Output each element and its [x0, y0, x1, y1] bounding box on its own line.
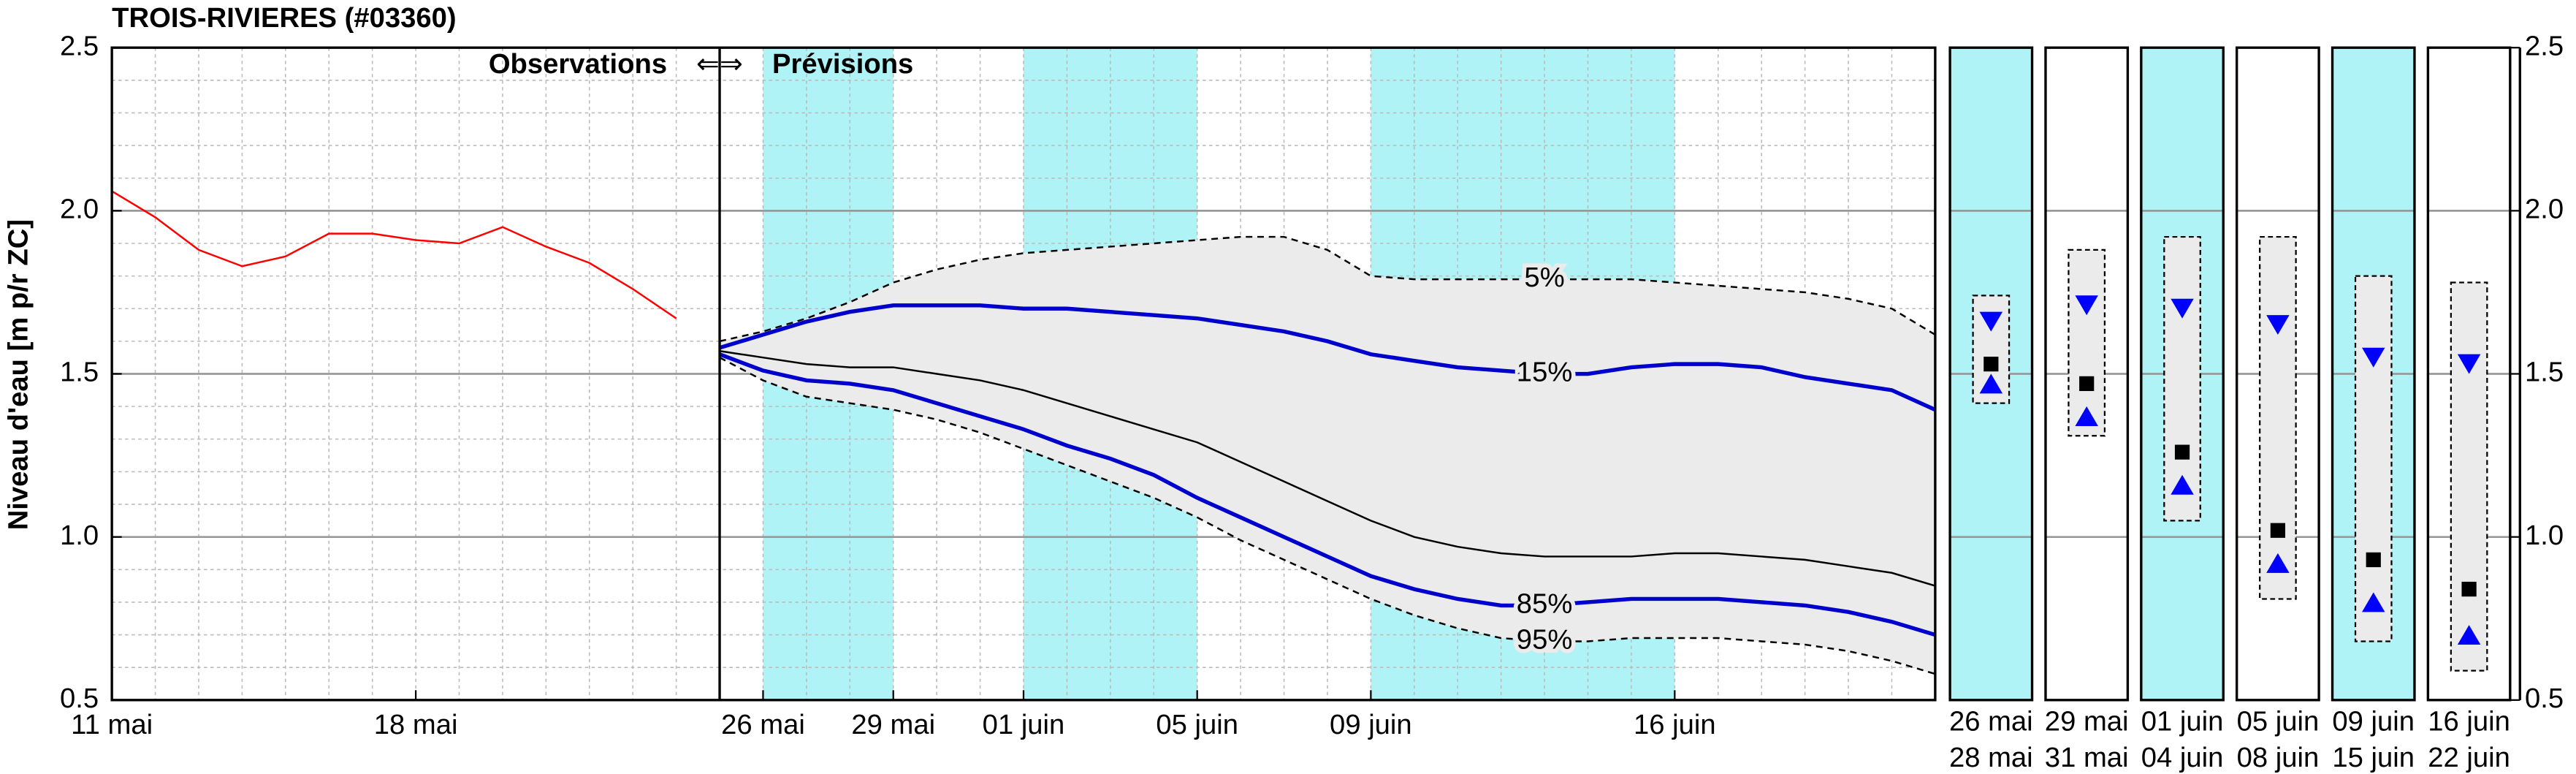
period-end: 22 juin	[2428, 742, 2510, 773]
period-start: 01 juin	[2141, 705, 2224, 737]
range-box	[2259, 235, 2297, 600]
period-start: 26 mai	[1949, 705, 2033, 737]
p15-marker	[2075, 295, 2098, 316]
period-start: 05 juin	[2237, 705, 2320, 737]
series-label: 5%	[1524, 262, 1564, 293]
range-box	[2068, 248, 2106, 437]
x-tick-label: 09 juin	[1330, 709, 1412, 740]
panel-frame	[2235, 46, 2320, 702]
arrows: ⇐⇒	[696, 48, 743, 80]
x-tick-label: 26 mai	[721, 709, 805, 740]
y-tick-label: 0.5	[2525, 683, 2564, 714]
y-tick-label: 1.5	[60, 357, 99, 388]
p85-marker	[2362, 592, 2385, 612]
series-line	[719, 350, 1936, 587]
median-marker	[2270, 523, 2286, 538]
x-tick-label: 05 juin	[1156, 709, 1238, 740]
panel-frame	[1948, 46, 2034, 702]
period-end: 28 mai	[1949, 742, 2033, 773]
p15-marker	[2266, 315, 2290, 335]
series-label: 15%	[1517, 357, 1573, 388]
period-end: 15 juin	[2332, 742, 2415, 773]
period-start: 16 juin	[2428, 705, 2510, 737]
observations-label: Observations	[489, 48, 667, 80]
range-box	[2450, 281, 2488, 672]
x-tick-label: 11 mai	[71, 709, 153, 740]
median-marker	[2366, 552, 2381, 568]
p85-marker	[2266, 553, 2290, 573]
median-marker	[1984, 357, 1999, 372]
series-label: 85%	[1517, 588, 1573, 619]
series-line	[719, 357, 1936, 675]
y-tick-label: 2.5	[60, 30, 99, 61]
y-tick-label: 2.5	[2525, 30, 2564, 61]
panel-frame	[2140, 46, 2225, 702]
median-marker	[2079, 376, 2095, 392]
panel-frame	[2331, 46, 2416, 702]
series-line	[719, 352, 1936, 637]
y-tick-label: 1.5	[2525, 357, 2564, 388]
range-box	[2163, 235, 2201, 522]
median-marker	[2174, 444, 2190, 460]
range-band	[720, 237, 1935, 675]
y-axis-label: Niveau d'eau [m p/r ZC]	[2, 219, 34, 530]
period-end: 04 juin	[2141, 742, 2224, 773]
series-label: 95%	[1517, 624, 1573, 656]
period-end: 08 juin	[2237, 742, 2320, 773]
y-tick-label: 1.0	[60, 520, 99, 551]
p15-marker	[2457, 354, 2481, 374]
p15-marker	[2362, 347, 2385, 368]
plot-frame	[110, 46, 1937, 702]
period-start: 29 mai	[2045, 705, 2129, 737]
y-tick-label: 0.5	[60, 683, 99, 714]
panel-frame	[2044, 46, 2130, 702]
series-line	[719, 303, 1936, 412]
series-line	[111, 190, 677, 319]
p85-marker	[2075, 406, 2098, 427]
y-tick-label: 2.0	[2525, 193, 2564, 224]
x-tick-label: 29 mai	[851, 709, 935, 740]
p85-marker	[2457, 625, 2481, 645]
median-marker	[2461, 581, 2477, 597]
x-tick-label: 16 juin	[1634, 709, 1716, 740]
p15-marker	[2171, 298, 2194, 319]
period-start: 09 juin	[2332, 705, 2415, 737]
p15-marker	[1979, 311, 2003, 332]
x-tick-label: 18 mai	[374, 709, 458, 740]
series-line	[719, 235, 1936, 343]
y-tick-label: 1.0	[2525, 520, 2564, 551]
p85-marker	[2171, 474, 2194, 495]
x-tick-label: 01 juin	[983, 709, 1065, 740]
p85-marker	[1979, 373, 2003, 394]
range-box	[2354, 275, 2393, 642]
y-tick-label: 2.0	[60, 193, 99, 224]
period-end: 31 mai	[2045, 742, 2129, 773]
chart-title: TROIS-RIVIERES (#03360)	[112, 2, 457, 34]
forecast-label: Prévisions	[772, 48, 913, 80]
